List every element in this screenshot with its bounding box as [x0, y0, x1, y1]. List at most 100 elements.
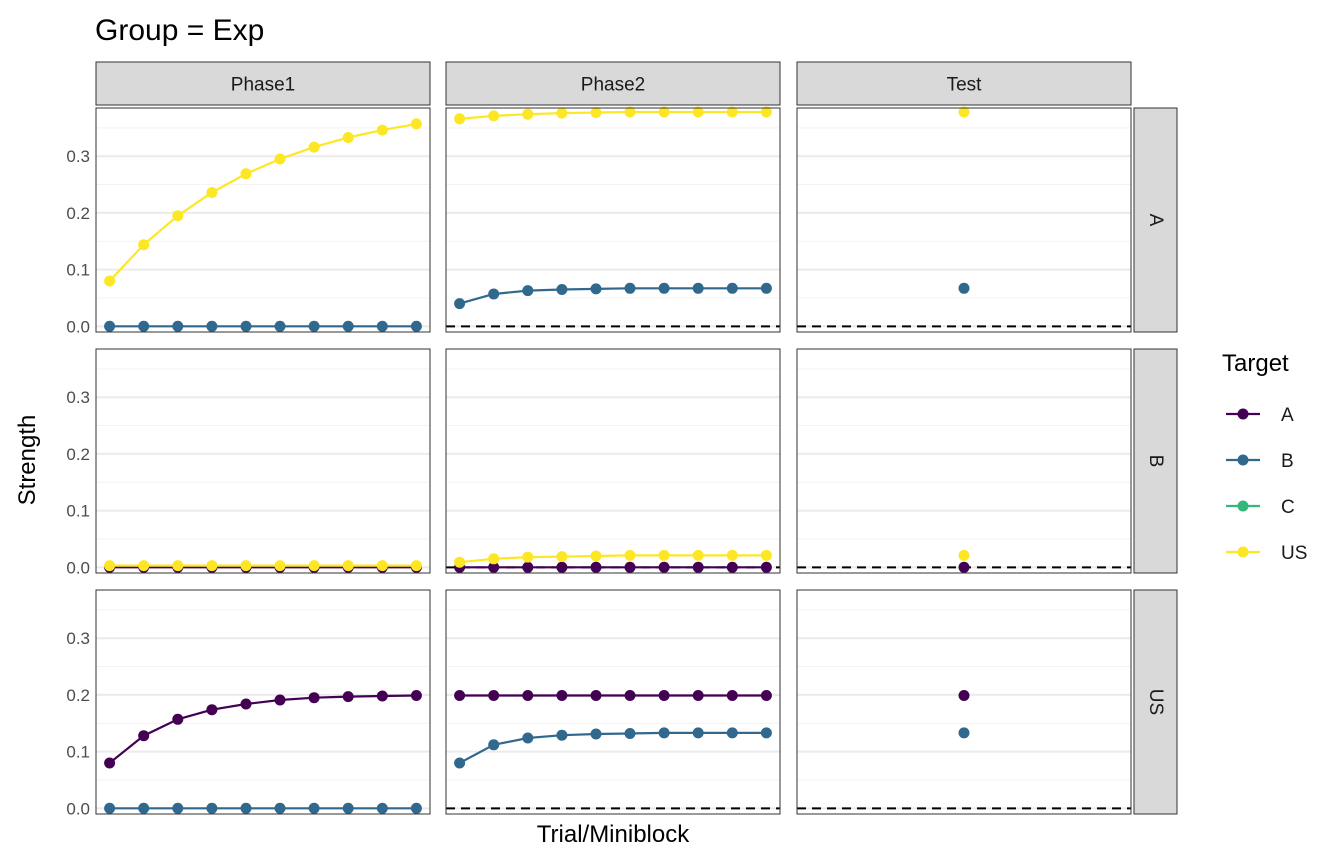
- row-strip-label: US: [1145, 689, 1166, 715]
- panel-us-phase1: [95, 589, 431, 815]
- series-b: [958, 727, 970, 739]
- data-point: [454, 298, 466, 310]
- panel-a-test: [796, 106, 1132, 333]
- legend-label: B: [1281, 451, 1294, 472]
- data-point: [488, 561, 500, 573]
- row-strip-b: B: [1133, 348, 1178, 574]
- data-point: [726, 549, 738, 561]
- legend-label: C: [1281, 497, 1295, 518]
- data-point: [658, 282, 670, 294]
- data-point: [240, 802, 252, 814]
- data-point: [488, 110, 500, 122]
- column-strip-bg: [95, 61, 431, 106]
- data-point: [522, 108, 534, 120]
- data-point: [624, 549, 636, 561]
- data-point: [206, 802, 218, 814]
- data-point: [410, 560, 422, 572]
- legend-label: US: [1281, 543, 1307, 564]
- panel-border: [796, 348, 1132, 574]
- series-b: [104, 320, 422, 332]
- y-tick-label: 0.0: [66, 799, 90, 818]
- data-point: [454, 690, 466, 701]
- y-tick-label: 0.2: [66, 445, 90, 464]
- panel-border: [445, 589, 781, 815]
- data-point: [726, 561, 738, 573]
- panel-border: [95, 348, 431, 574]
- column-strip-label: Phase2: [581, 75, 645, 96]
- data-point: [240, 698, 252, 710]
- series-us: [454, 106, 772, 125]
- data-point: [138, 239, 150, 251]
- data-point: [342, 320, 354, 332]
- data-point: [410, 118, 422, 130]
- data-point: [692, 561, 704, 573]
- legend: Target A B C US: [1222, 350, 1307, 564]
- y-tick-label: 0.2: [66, 686, 90, 705]
- data-point: [590, 690, 602, 701]
- data-point: [658, 549, 670, 561]
- data-point: [726, 727, 738, 739]
- data-point: [274, 320, 286, 332]
- x-axis-title: Trial/Miniblock: [537, 821, 690, 848]
- data-point: [308, 141, 320, 153]
- column-strip-bg: [445, 61, 781, 106]
- data-point: [624, 106, 636, 118]
- series-line: [459, 110, 767, 120]
- data-point: [590, 283, 602, 295]
- data-point: [376, 320, 388, 332]
- y-tick-label: 0.0: [66, 317, 90, 336]
- data-point: [308, 802, 320, 814]
- data-point: [556, 729, 568, 741]
- legend-item-b: B: [1226, 451, 1294, 472]
- column-strip-label: Phase1: [231, 75, 295, 96]
- data-point: [172, 210, 184, 222]
- row-strip-a: A: [1133, 107, 1178, 333]
- data-point: [958, 727, 970, 739]
- panel-a-phase2: [445, 106, 781, 333]
- data-point: [958, 549, 970, 561]
- data-point: [692, 727, 704, 739]
- data-point: [658, 727, 670, 739]
- series-line: [108, 122, 417, 282]
- data-point: [556, 107, 568, 119]
- data-point: [556, 561, 568, 573]
- data-point: [376, 690, 388, 702]
- data-point: [138, 320, 150, 332]
- data-point: [172, 713, 184, 725]
- data-point: [454, 556, 466, 568]
- panel-us-test: [796, 589, 1132, 815]
- series-us: [454, 549, 772, 568]
- data-point: [104, 560, 116, 572]
- data-point: [726, 282, 738, 294]
- data-point: [658, 561, 670, 573]
- series-b: [454, 282, 772, 310]
- legend-key-point: [1237, 500, 1249, 512]
- legend-label: A: [1281, 405, 1294, 426]
- data-point: [274, 694, 286, 706]
- series-b: [454, 727, 772, 769]
- facet-grid: Phase1 Phase2 Test A B US 0.0 0.1 0.2 0.3 0.0 0.1 0.…: [66, 61, 1178, 818]
- series-a: [104, 561, 422, 573]
- data-point: [104, 275, 116, 287]
- data-point: [104, 802, 116, 814]
- legend-item-a: A: [1226, 405, 1294, 426]
- panel-border: [796, 589, 1132, 815]
- row-strip-bg: [1133, 348, 1178, 574]
- data-point: [376, 802, 388, 814]
- data-point: [308, 560, 320, 572]
- data-point: [342, 132, 354, 143]
- panel-us-phase2: [445, 589, 781, 815]
- data-point: [172, 560, 184, 572]
- series-a: [958, 690, 970, 701]
- row-strip-label: B: [1145, 455, 1166, 468]
- data-point: [726, 106, 738, 118]
- data-point: [376, 560, 388, 572]
- data-point: [274, 560, 286, 572]
- data-point: [206, 187, 218, 198]
- series-us: [958, 549, 970, 561]
- data-point: [624, 728, 636, 739]
- series-b: [958, 282, 970, 294]
- panel-border: [796, 107, 1132, 333]
- data-point: [274, 153, 286, 165]
